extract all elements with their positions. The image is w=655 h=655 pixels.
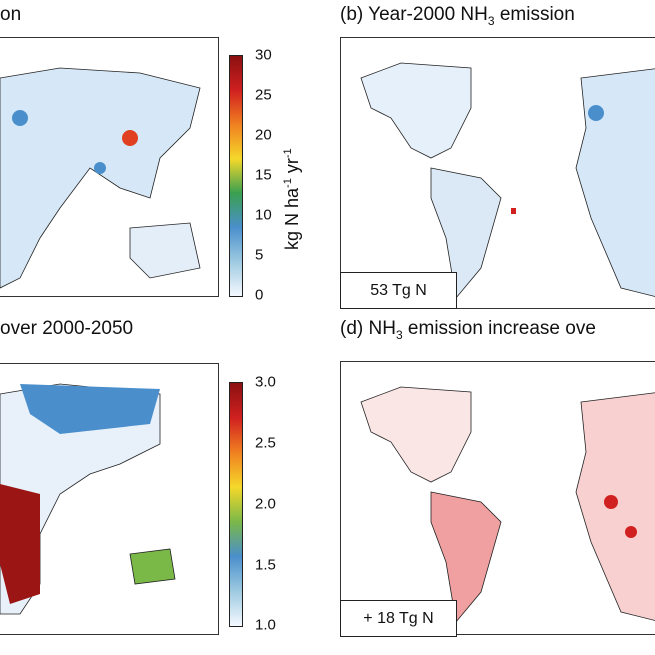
- colorbar-top: [229, 55, 243, 297]
- map-panel-b: [340, 37, 655, 309]
- panel-c-title: over 2000-2050: [0, 318, 134, 339]
- tick-label: 2.0: [255, 495, 276, 513]
- tick-label: 0: [255, 286, 264, 304]
- increase-map-d: [360, 386, 655, 623]
- emission-map-b: [360, 62, 655, 299]
- map-panel-d: [340, 361, 655, 635]
- panel-d-title: (d) NH3 emission increase ove: [340, 318, 596, 342]
- map-panel-c: [0, 363, 219, 635]
- tick-label: 25: [255, 86, 272, 104]
- ratio-map-c: [0, 383, 176, 615]
- tick-label: 20: [255, 126, 272, 144]
- tick-label: 1.5: [255, 556, 276, 574]
- colorbar-unit-label: kg N ha-1 yr-1: [282, 148, 302, 250]
- total-emission-label-d: + 18 Tg N: [340, 600, 457, 637]
- colorbar-bottom: [229, 382, 243, 627]
- tick-label: 1.0: [255, 616, 276, 634]
- tick-label: 5: [255, 246, 264, 264]
- tick-label: 10: [255, 206, 272, 224]
- emission-map-a: [0, 67, 201, 289]
- tick-label: 2.5: [255, 434, 276, 452]
- tick-label: 30: [255, 46, 272, 64]
- total-emission-label-b: 53 Tg N: [340, 272, 457, 309]
- panel-a-title: on: [0, 4, 22, 25]
- tick-label: 3.0: [255, 373, 276, 391]
- map-panel-a: [0, 37, 219, 297]
- panel-b-title: (b) Year-2000 NH3 emission: [340, 4, 575, 28]
- tick-label: 15: [255, 166, 272, 184]
